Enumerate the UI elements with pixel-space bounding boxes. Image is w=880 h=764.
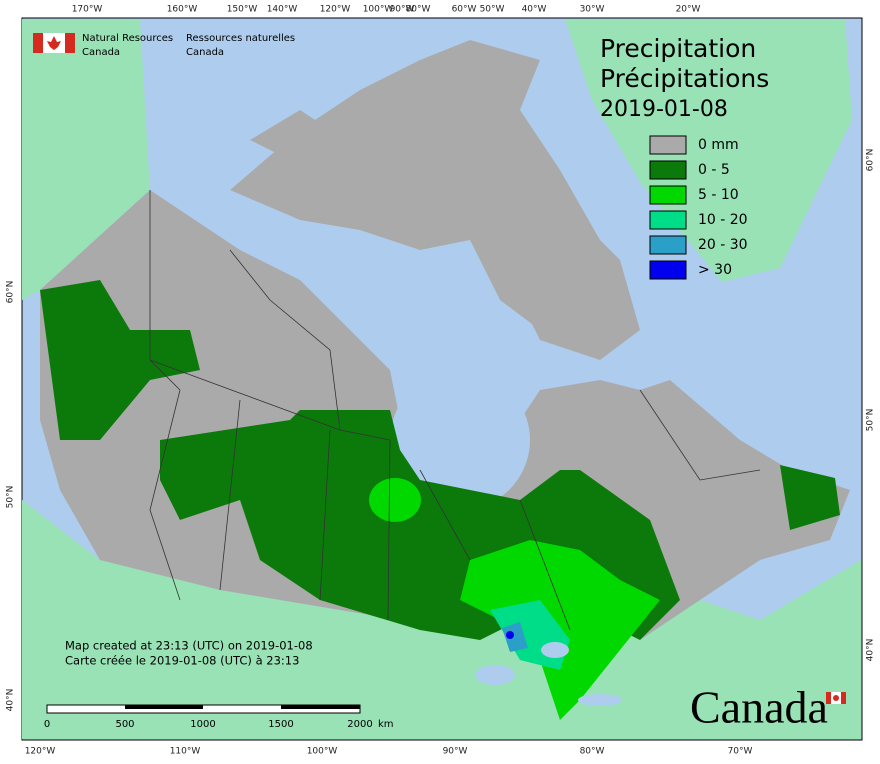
legend-label: 5 - 10 <box>698 187 739 203</box>
scale-unit: km <box>378 719 394 730</box>
graticule-label: 160°W <box>167 5 198 15</box>
graticule-label: 100°W <box>363 5 394 15</box>
graticule-label: 50°W <box>480 5 505 15</box>
graticule-label: 50°N <box>866 409 876 432</box>
scale-label: 2000 <box>347 719 372 730</box>
graticule-label: 60°N <box>866 149 876 172</box>
scale-label: 0 <box>44 719 50 730</box>
graticule-label: 100°W <box>307 747 338 757</box>
legend-swatch <box>649 160 687 180</box>
graticule-label: 40°N <box>6 689 16 712</box>
graticule-label: 80°W <box>580 747 605 757</box>
graticule-label: 30°W <box>580 5 605 15</box>
graticule-label: 110°W <box>170 747 201 757</box>
foreign-land <box>22 19 861 739</box>
graticule-label: 140°W <box>267 5 298 15</box>
legend-swatch <box>649 260 687 280</box>
graticule-label: 60°N <box>6 281 16 304</box>
canada-wordmark: Canada <box>690 682 828 733</box>
legend-swatch <box>649 210 687 230</box>
canada-flag <box>826 692 846 704</box>
scale-bar <box>125 705 203 709</box>
agency-name: Canada <box>186 47 224 58</box>
scale-label: 1000 <box>190 719 215 730</box>
graticule-label: 90°W <box>390 5 415 15</box>
graticule-label: 90°W <box>443 747 468 757</box>
legend-label: > 30 <box>698 262 732 278</box>
scale-bar <box>281 705 360 709</box>
graticule-label: 120°W <box>25 747 56 757</box>
legend-label: 0 mm <box>698 137 739 153</box>
graticule-label: 80°W <box>406 5 431 15</box>
hudson-bay <box>390 370 530 510</box>
graticule-label: 170°W <box>72 5 103 15</box>
graticule-label: 70°W <box>728 747 753 757</box>
map-credit: Carte créée le 2019-01-08 (UTC) à 23:13 <box>65 654 299 668</box>
nrcan-logo <box>33 33 75 53</box>
boundaries <box>149 190 761 631</box>
map-title: Precipitation <box>600 34 756 63</box>
agency-name: Ressources naturelles <box>186 33 295 44</box>
legend-label: 0 - 5 <box>698 162 730 178</box>
graticule-label: 40°N <box>866 639 876 662</box>
legend-swatch <box>649 185 687 205</box>
graticule-label: 20°W <box>676 5 701 15</box>
agency-name: Canada <box>82 47 120 58</box>
legend-swatch <box>649 235 687 255</box>
legend-swatch <box>649 135 687 155</box>
graticule-label: 60°W <box>452 5 477 15</box>
legend-label: 10 - 20 <box>698 212 748 228</box>
map-credit: Map created at 23:13 (UTC) on 2019-01-08 <box>65 639 313 653</box>
graticule-label: 120°W <box>320 5 351 15</box>
map-date: 2019-01-08 <box>600 97 728 122</box>
scale-label: 500 <box>115 719 134 730</box>
precip-zones <box>40 280 840 720</box>
lakes <box>475 642 622 706</box>
map-title: Précipitations <box>600 64 769 93</box>
legend-label: 20 - 30 <box>698 237 748 253</box>
graticule-label: 150°W <box>227 5 258 15</box>
graticule-label: 40°W <box>522 5 547 15</box>
agency-name: Natural Resources <box>82 33 173 44</box>
scale-label: 1500 <box>268 719 293 730</box>
graticule-label: 50°N <box>6 486 16 509</box>
